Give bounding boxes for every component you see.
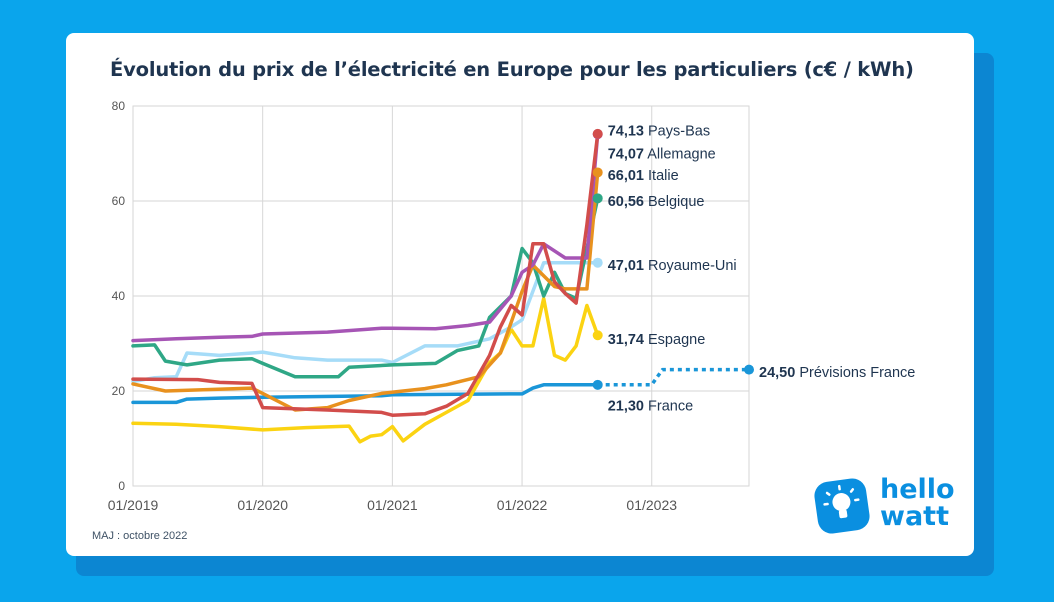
end-label-value: 24,50 (759, 365, 795, 381)
lightbulb-icon (812, 476, 872, 536)
end-label-pays-bas: 74,13 Pays-Bas (608, 124, 710, 140)
logo-wordmark: hello watt (880, 476, 955, 530)
end-label-espagne: 31,74 Espagne (608, 332, 706, 348)
x-tick-label: 01/2019 (108, 497, 159, 513)
logo-line-1: hello (880, 474, 955, 505)
y-tick-label: 60 (112, 194, 126, 208)
y-tick-label: 20 (112, 384, 126, 398)
end-point-pr-visions-france (744, 364, 754, 375)
x-tick-label: 01/2021 (367, 497, 418, 513)
series-line-pays-bas (131, 132, 600, 417)
end-label-name: Italie (644, 168, 679, 184)
series-line-espagne (131, 296, 600, 444)
end-label-belgique: 60,56 Belgique (608, 194, 705, 210)
end-point-espagne (592, 330, 603, 341)
y-tick-label: 0 (118, 479, 125, 493)
end-label-france: 21,30 France (608, 398, 693, 414)
end-label-name: Espagne (644, 332, 705, 348)
end-label-name: France (644, 398, 693, 414)
series-line-belgique (131, 196, 600, 379)
end-label-italie: 66,01 Italie (608, 168, 679, 184)
end-label-value: 47,01 (608, 258, 644, 274)
end-label-name: Pays-Bas (644, 124, 710, 140)
end-point-belgique (592, 193, 603, 204)
end-label-name: Prévisions France (795, 365, 915, 381)
end-label-name: Allemagne (644, 147, 716, 163)
series-line-pr-visions-france (597, 367, 749, 387)
series-line-france (131, 383, 600, 405)
end-label-royaume-uni: 47,01 Royaume-Uni (608, 258, 737, 274)
end-label-name: Royaume-Uni (644, 258, 737, 274)
end-label-allemagne: 74,07 Allemagne (608, 147, 716, 163)
chart-title: Évolution du prix de l’électricité en Eu… (110, 58, 914, 81)
y-tick-label: 80 (112, 99, 126, 113)
series-line-royaume-uni (131, 260, 600, 384)
end-label-name: Belgique (644, 194, 704, 210)
end-label-value: 74,13 (608, 124, 644, 140)
end-point-royaume-uni (592, 257, 603, 268)
hellowatt-logo: hello watt (812, 476, 956, 540)
y-tick-label: 40 (112, 289, 126, 303)
end-label-value: 74,07 (608, 147, 644, 163)
end-label-pr-visions-france: 24,50 Prévisions France (759, 365, 915, 381)
logo-line-2: watt (880, 501, 949, 532)
end-label-value: 21,30 (608, 398, 644, 414)
end-label-value: 66,01 (608, 168, 644, 184)
update-footnote: MAJ : octobre 2022 (92, 530, 188, 542)
end-point-pays-bas (592, 128, 603, 139)
x-tick-label: 01/2023 (626, 497, 677, 513)
x-tick-label: 01/2022 (497, 497, 548, 513)
end-point-italie (592, 167, 603, 178)
x-tick-label: 01/2020 (237, 497, 288, 513)
end-point-france (592, 379, 603, 390)
series-line-italie (131, 170, 600, 412)
end-label-value: 31,74 (608, 332, 644, 348)
series-line-allemagne (131, 132, 600, 343)
end-label-value: 60,56 (608, 194, 644, 210)
